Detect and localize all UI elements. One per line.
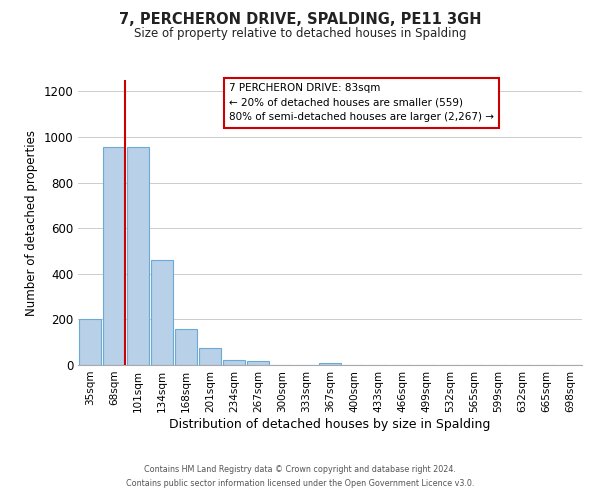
Bar [319, 362, 341, 365]
Bar [223, 360, 245, 365]
Text: Contains HM Land Registry data © Crown copyright and database right 2024.
Contai: Contains HM Land Registry data © Crown c… [126, 466, 474, 487]
Text: 7 PERCHERON DRIVE: 83sqm
← 20% of detached houses are smaller (559)
80% of semi-: 7 PERCHERON DRIVE: 83sqm ← 20% of detach… [229, 83, 494, 122]
Bar [103, 148, 125, 365]
Bar [247, 361, 269, 365]
Bar [79, 320, 101, 365]
Bar [175, 328, 197, 365]
Bar [127, 148, 149, 365]
Text: Size of property relative to detached houses in Spalding: Size of property relative to detached ho… [134, 28, 466, 40]
Bar [199, 348, 221, 365]
X-axis label: Distribution of detached houses by size in Spalding: Distribution of detached houses by size … [169, 418, 491, 430]
Bar [151, 260, 173, 365]
Text: 7, PERCHERON DRIVE, SPALDING, PE11 3GH: 7, PERCHERON DRIVE, SPALDING, PE11 3GH [119, 12, 481, 28]
Y-axis label: Number of detached properties: Number of detached properties [25, 130, 38, 316]
